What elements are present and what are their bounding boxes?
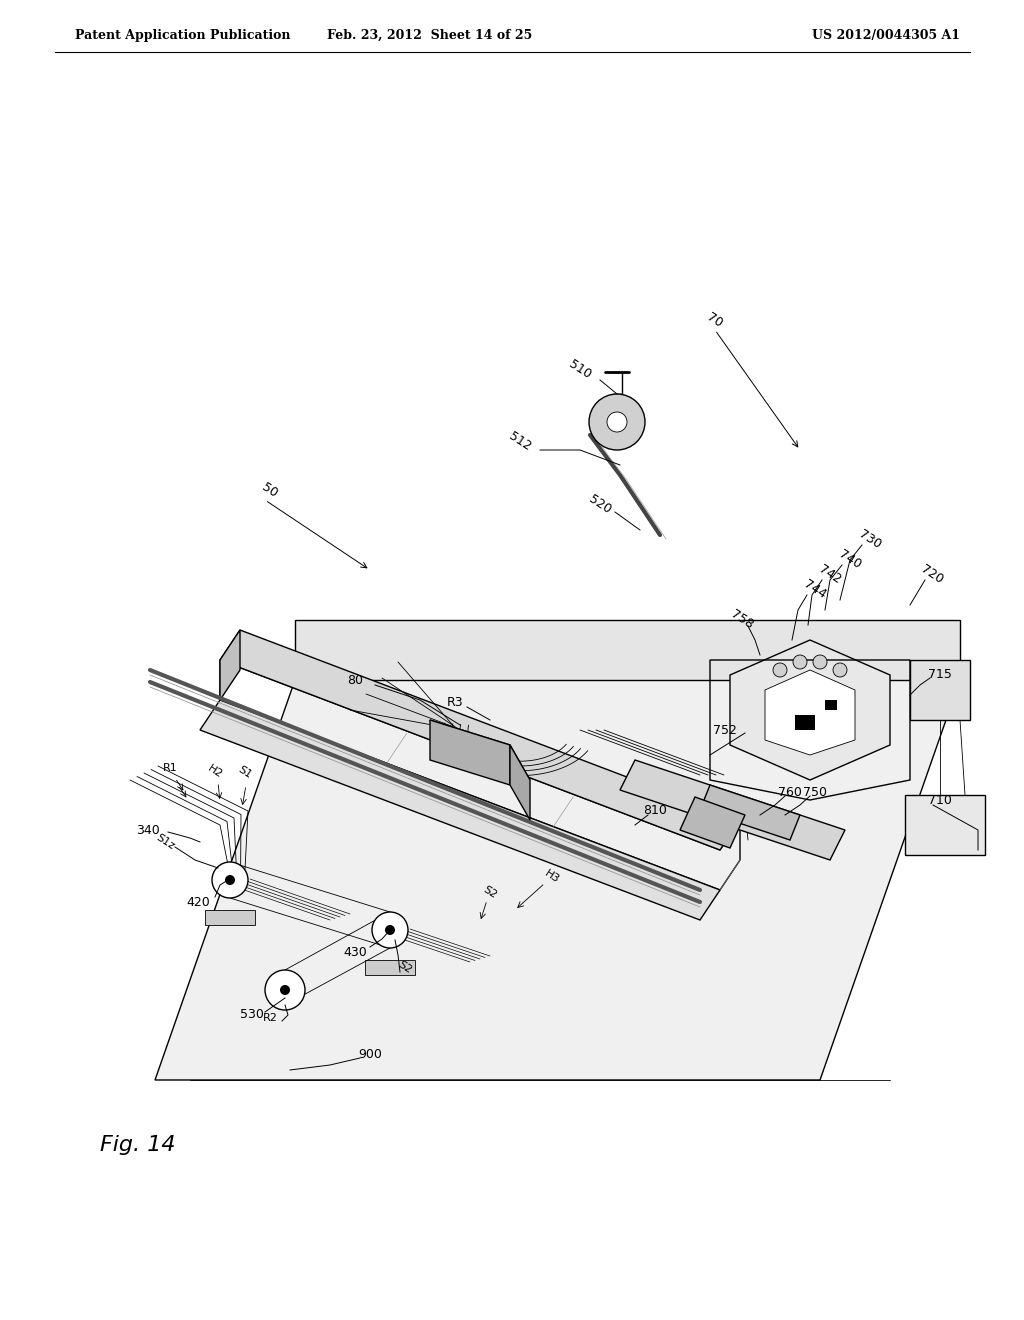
Polygon shape (220, 630, 240, 700)
Text: 900: 900 (358, 1048, 382, 1061)
Text: 512: 512 (507, 430, 534, 454)
Polygon shape (510, 744, 530, 820)
Text: 752: 752 (713, 723, 737, 737)
Polygon shape (680, 797, 745, 847)
Bar (825, 700, 837, 710)
Text: 510: 510 (566, 358, 594, 381)
Text: 520: 520 (587, 494, 613, 517)
Circle shape (385, 925, 395, 935)
Polygon shape (365, 960, 415, 975)
Text: S2: S2 (481, 884, 499, 900)
Polygon shape (910, 660, 970, 719)
Text: 758: 758 (728, 609, 756, 632)
Text: 720: 720 (919, 564, 945, 587)
Text: S2: S2 (396, 958, 414, 975)
Circle shape (280, 985, 290, 995)
Polygon shape (200, 700, 720, 920)
Circle shape (833, 663, 847, 677)
Polygon shape (295, 620, 961, 680)
Text: 70: 70 (705, 310, 725, 330)
Polygon shape (220, 630, 740, 850)
Circle shape (589, 393, 645, 450)
Text: H3: H3 (543, 869, 561, 886)
Circle shape (225, 875, 234, 884)
Text: S1z: S1z (154, 833, 176, 851)
Polygon shape (730, 640, 890, 780)
Text: Fig. 14: Fig. 14 (100, 1135, 175, 1155)
Circle shape (607, 412, 627, 432)
Polygon shape (155, 680, 961, 1080)
Text: 420: 420 (186, 895, 210, 908)
Polygon shape (700, 785, 800, 840)
Text: R1: R1 (163, 763, 177, 774)
Circle shape (212, 862, 248, 898)
Circle shape (372, 912, 408, 948)
Text: 340: 340 (136, 824, 160, 837)
Text: Feb. 23, 2012  Sheet 14 of 25: Feb. 23, 2012 Sheet 14 of 25 (328, 29, 532, 41)
Bar (795, 715, 815, 730)
Text: 50: 50 (260, 480, 281, 500)
Text: 730: 730 (856, 528, 884, 552)
Circle shape (813, 655, 827, 669)
Circle shape (265, 970, 305, 1010)
Text: 810: 810 (643, 804, 667, 817)
Text: R2: R2 (262, 1012, 278, 1023)
Text: 715: 715 (928, 668, 952, 681)
Polygon shape (905, 795, 985, 855)
Polygon shape (430, 719, 530, 780)
Polygon shape (765, 671, 855, 755)
Polygon shape (205, 909, 255, 925)
Text: 530: 530 (240, 1008, 264, 1022)
Text: 80: 80 (347, 673, 362, 686)
Circle shape (793, 655, 807, 669)
Circle shape (773, 663, 787, 677)
Text: US 2012/0044305 A1: US 2012/0044305 A1 (812, 29, 961, 41)
Text: 710: 710 (928, 793, 952, 807)
Text: 742: 742 (816, 564, 844, 587)
Text: Patent Application Publication: Patent Application Publication (75, 29, 291, 41)
Text: H2: H2 (206, 763, 224, 780)
Text: 740: 740 (837, 548, 863, 572)
Text: S1: S1 (237, 764, 254, 780)
Text: R3: R3 (446, 696, 463, 709)
Text: 760: 760 (778, 785, 802, 799)
Text: 750: 750 (803, 785, 827, 799)
Polygon shape (430, 719, 510, 785)
Polygon shape (620, 760, 845, 861)
Text: 430: 430 (343, 945, 367, 958)
Text: 744: 744 (802, 578, 828, 602)
